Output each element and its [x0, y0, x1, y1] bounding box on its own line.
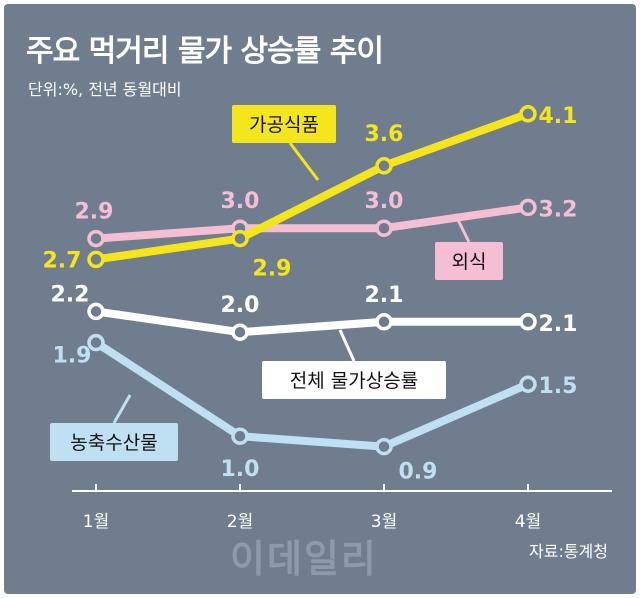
source-note: 자료:통계청: [529, 542, 608, 561]
legend-connector-processed-food: [288, 142, 320, 181]
chart-background: [4, 4, 636, 594]
data-point-processed-food: [231, 229, 249, 248]
data-label-agri-livestock-fish: 1.0: [221, 457, 260, 482]
series-line-dining-out: [92, 203, 532, 243]
data-label-overall: 2.2: [51, 282, 90, 307]
data-label-agri-livestock-fish: 1.5: [539, 374, 578, 399]
legend-box-dining-out: [435, 242, 503, 280]
legend-connector-overall: [338, 329, 356, 362]
data-label-processed-food: 4.1: [539, 104, 578, 129]
data-label-processed-food: 2.9: [253, 257, 292, 282]
data-point-processed-food: [519, 105, 537, 123]
data-point-dining-out: [519, 198, 537, 217]
series-line-overall: [92, 307, 532, 337]
data-point-overall: [87, 302, 105, 321]
data-label-dining-out: 2.9: [75, 200, 114, 225]
legend-connector-agri-livestock-fish: [112, 394, 132, 424]
data-point-agri-livestock-fish: [231, 427, 249, 445]
legend-label-agri-livestock-fish: 농축수산물: [70, 432, 157, 454]
data-point-overall: [375, 313, 393, 331]
legend-label-overall: 전체 물가상승률: [290, 370, 418, 392]
chart-title: 주요 먹거리 물가 상승률 추이: [26, 34, 384, 69]
data-point-dining-out: [87, 229, 105, 248]
data-point-processed-food: [87, 250, 105, 269]
data-label-dining-out: 3.0: [221, 189, 260, 214]
series-line-agri-livestock-fish: [92, 338, 532, 451]
x-tick-label: 3월: [371, 512, 397, 532]
legend-box-overall: [262, 361, 446, 399]
data-label-processed-food: 2.7: [43, 248, 82, 273]
data-label-overall: 2.1: [365, 283, 404, 308]
x-tick-label: 1월: [83, 512, 109, 532]
data-label-overall: 2.0: [221, 293, 260, 318]
data-point-agri-livestock-fish: [87, 333, 105, 352]
x-tick-label: 2월: [227, 512, 253, 532]
data-label-overall: 2.1: [539, 312, 578, 337]
legend-label-dining-out: 외식: [452, 251, 487, 273]
data-label-agri-livestock-fish: 0.9: [399, 460, 438, 485]
x-tick-label: 4월: [515, 512, 541, 532]
data-point-overall: [519, 313, 537, 331]
series-line-processed-food: [92, 109, 532, 264]
data-point-overall: [231, 323, 249, 341]
data-label-processed-food: 3.6: [365, 122, 404, 147]
legend-box-agri-livestock-fish: [50, 423, 178, 461]
legend-box-processed-food: [232, 105, 336, 143]
data-point-agri-livestock-fish: [519, 375, 537, 393]
data-point-dining-out: [375, 219, 393, 237]
data-point-agri-livestock-fish: [375, 437, 393, 456]
data-label-agri-livestock-fish: 1.9: [53, 344, 92, 369]
legend-label-processed-food: 가공식품: [249, 114, 319, 136]
data-label-dining-out: 3.2: [539, 197, 578, 222]
data-point-processed-food: [375, 157, 393, 175]
data-label-dining-out: 3.0: [365, 189, 404, 214]
watermark: 이데일리: [230, 537, 378, 581]
chart-subtitle: 단위:%, 전년 동월대비: [28, 80, 182, 99]
